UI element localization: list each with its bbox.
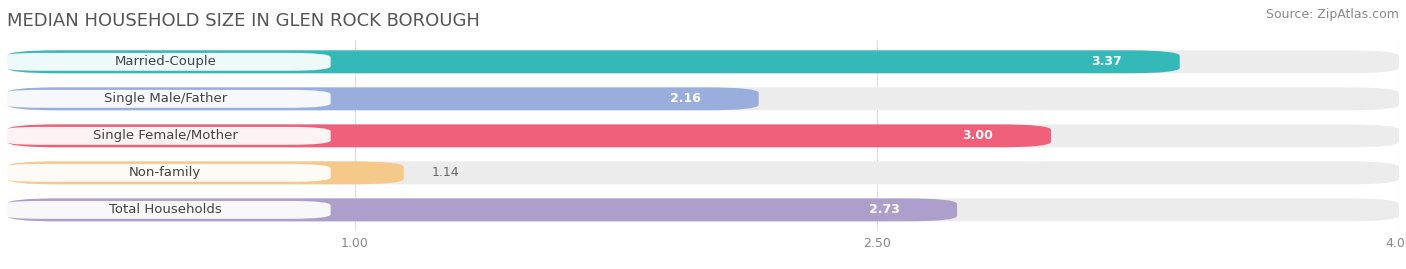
Text: Non-family: Non-family bbox=[129, 166, 201, 179]
FancyBboxPatch shape bbox=[7, 199, 1399, 221]
FancyBboxPatch shape bbox=[7, 50, 1399, 73]
FancyBboxPatch shape bbox=[0, 53, 330, 71]
Text: 1.14: 1.14 bbox=[432, 166, 460, 179]
Text: Total Households: Total Households bbox=[110, 203, 222, 216]
FancyBboxPatch shape bbox=[7, 161, 404, 184]
FancyBboxPatch shape bbox=[7, 199, 957, 221]
Text: 2.73: 2.73 bbox=[869, 203, 900, 216]
Text: Married-Couple: Married-Couple bbox=[114, 55, 217, 68]
FancyBboxPatch shape bbox=[0, 201, 330, 219]
Text: Single Female/Mother: Single Female/Mother bbox=[93, 129, 238, 142]
FancyBboxPatch shape bbox=[7, 50, 1180, 73]
FancyBboxPatch shape bbox=[912, 128, 1045, 144]
Text: Single Male/Father: Single Male/Father bbox=[104, 92, 226, 105]
FancyBboxPatch shape bbox=[1040, 54, 1173, 70]
FancyBboxPatch shape bbox=[7, 87, 759, 110]
FancyBboxPatch shape bbox=[0, 90, 330, 108]
FancyBboxPatch shape bbox=[7, 124, 1050, 147]
FancyBboxPatch shape bbox=[620, 91, 752, 107]
FancyBboxPatch shape bbox=[7, 161, 1399, 184]
FancyBboxPatch shape bbox=[0, 164, 330, 182]
Text: 2.16: 2.16 bbox=[671, 92, 702, 105]
FancyBboxPatch shape bbox=[818, 201, 950, 218]
FancyBboxPatch shape bbox=[0, 127, 330, 145]
FancyBboxPatch shape bbox=[7, 124, 1399, 147]
FancyBboxPatch shape bbox=[7, 87, 1399, 110]
Text: MEDIAN HOUSEHOLD SIZE IN GLEN ROCK BOROUGH: MEDIAN HOUSEHOLD SIZE IN GLEN ROCK BOROU… bbox=[7, 12, 479, 30]
Text: 3.37: 3.37 bbox=[1091, 55, 1122, 68]
Text: Source: ZipAtlas.com: Source: ZipAtlas.com bbox=[1265, 8, 1399, 21]
Text: 3.00: 3.00 bbox=[963, 129, 994, 142]
